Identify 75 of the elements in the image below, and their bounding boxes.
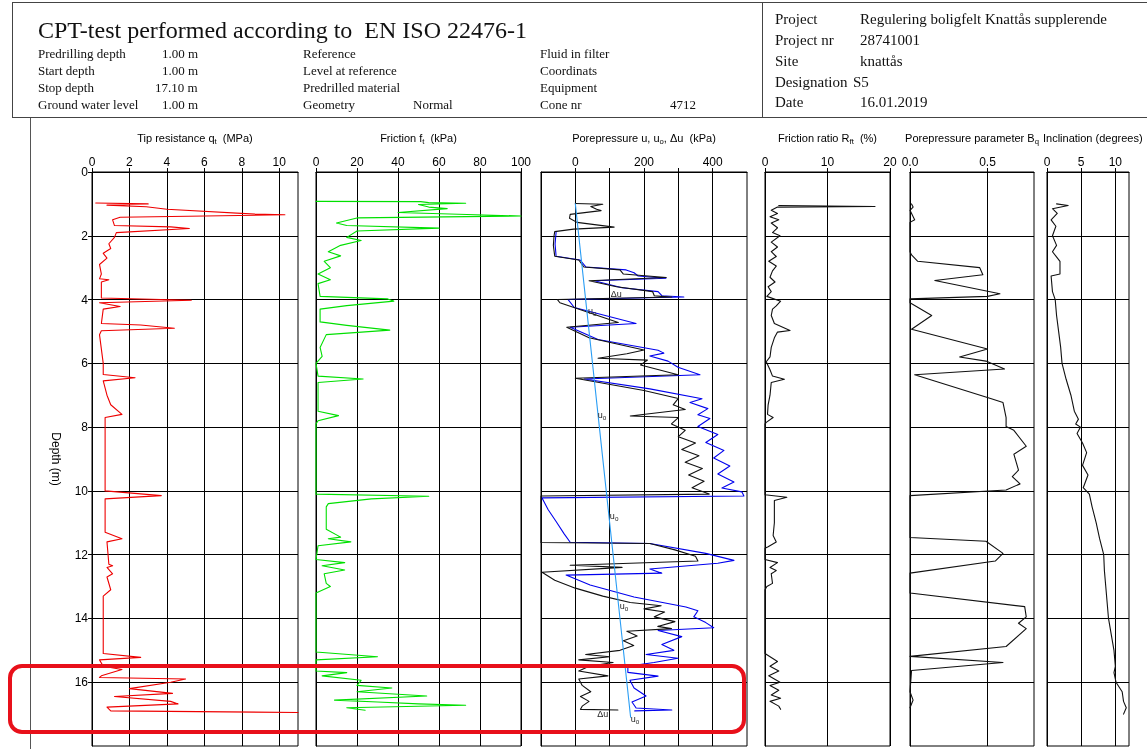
text: Level at reference — [303, 63, 397, 78]
x-tick-label: 10 — [1108, 155, 1123, 169]
text: Site — [775, 53, 799, 69]
annotation: u$_{o}$ — [597, 409, 607, 421]
text: Project nr — [775, 32, 834, 48]
y-tick-label: 8 — [81, 420, 89, 435]
x-tick-label: 0 — [571, 155, 579, 169]
text: 4712 — [670, 97, 696, 112]
text: 1.00 m — [162, 97, 199, 112]
x-axis-title: Porepressure u, u$_{o}$, Δu (kPa) — [572, 132, 716, 147]
y-axis-title: Depth (m) — [49, 432, 63, 486]
text: Stop depth — [38, 80, 94, 95]
text: Normal — [413, 97, 453, 112]
text: 28741001 — [860, 32, 920, 48]
text: Coordinats — [540, 63, 598, 78]
text: CPT-test performed according to EN ISO 22476-1 — [38, 17, 528, 43]
x-tick-label: 20 — [350, 155, 364, 169]
x-tick-label: 10 — [272, 155, 287, 169]
x-tick-label: 100 — [510, 155, 532, 169]
y-tick-label: 10 — [74, 483, 89, 498]
text: Start depth — [38, 63, 95, 78]
text: Ground water level — [38, 97, 139, 112]
x-tick-label: 0 — [1043, 155, 1051, 169]
x-tick-label: 5 — [1077, 155, 1085, 169]
text: Cone nr — [540, 97, 582, 112]
text: 1.00 m — [162, 46, 199, 61]
x-tick-label: 0 — [761, 155, 769, 169]
text: Predrilling depth — [38, 46, 126, 61]
text: Predrilled material — [303, 80, 401, 95]
text: Fluid in filter — [540, 46, 610, 61]
x-tick-label: 10 — [820, 155, 835, 169]
x-tick-label: 60 — [432, 155, 446, 169]
annotation: Δu — [597, 708, 609, 719]
annotation: u$_{o}$ — [630, 713, 640, 725]
annotation: u$_{o}$ — [619, 601, 629, 613]
annotation: Δu — [610, 288, 622, 299]
text: S5 — [853, 74, 869, 90]
y-tick-label: 2 — [81, 228, 89, 243]
x-tick-label: 0.0 — [901, 155, 919, 169]
x-axis-title: Friction ratio R$_{ft}$ (%) — [777, 132, 878, 147]
x-tick-label: 2 — [126, 155, 134, 169]
x-tick-label: 20 — [883, 155, 897, 169]
annotation: u$_{o}$ — [587, 305, 597, 317]
x-tick-label: 0 — [312, 155, 320, 169]
text: Regulering boligfelt Knattås supplerende — [860, 11, 1108, 27]
text: Equipment — [540, 80, 598, 95]
y-tick-label: 12 — [74, 547, 89, 562]
text: Project — [775, 11, 818, 27]
x-tick-label: 0.5 — [979, 155, 997, 169]
annotation: u$_{o}$ — [609, 510, 619, 522]
y-tick-label: 0 — [81, 165, 89, 179]
y-tick-label: 6 — [81, 356, 89, 371]
x-axis-title: Porepressure parameter B$_{q}$ — [905, 132, 1039, 147]
text: Reference — [303, 46, 356, 61]
line-series — [95, 202, 299, 714]
x-axis-title: Inclination (degrees) — [1042, 132, 1143, 144]
x-axis-title: Tip resistance q$_{t}$ (MPa) — [137, 132, 253, 147]
text: 16.01.2019 — [860, 94, 928, 110]
x-tick-label: 80 — [473, 155, 487, 169]
text: Date — [775, 94, 804, 110]
text: Geometry — [303, 97, 355, 112]
text: 1.00 m — [162, 63, 199, 78]
text: knattås — [860, 53, 903, 69]
text: Designation — [775, 74, 848, 90]
y-tick-label: 14 — [74, 611, 89, 626]
y-tick-label: 16 — [74, 675, 89, 690]
y-tick-label: 4 — [81, 292, 89, 307]
x-tick-label: 400 — [702, 155, 723, 169]
x-tick-label: 6 — [201, 155, 209, 169]
x-axis-title: Friction f$_{t}$ (kPa) — [380, 132, 457, 147]
x-tick-label: 4 — [163, 155, 171, 169]
x-tick-label: 40 — [391, 155, 405, 169]
x-tick-label: 8 — [238, 155, 246, 169]
text: 17.10 m — [155, 80, 198, 95]
x-tick-label: 200 — [633, 155, 655, 169]
